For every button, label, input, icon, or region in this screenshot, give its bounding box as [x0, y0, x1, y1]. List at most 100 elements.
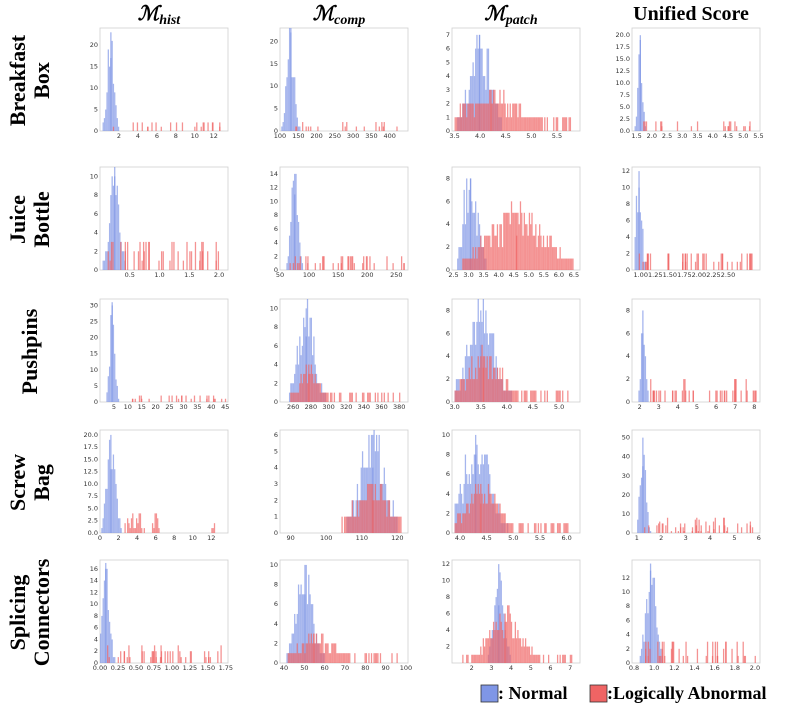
x-tick-label: 1.75: [219, 664, 233, 672]
abnormal-bar: [305, 364, 307, 402]
abnormal-bar: [338, 392, 341, 402]
abnormal-bar: [207, 251, 209, 270]
abnormal-bar: [464, 258, 467, 270]
abnormal-bar: [656, 525, 658, 533]
abnormal-bar: [386, 256, 388, 270]
abnormal-bar: [400, 256, 403, 270]
y-tick-label: 2: [274, 496, 278, 504]
abnormal-bar: [466, 654, 468, 663]
x-tick-label: 4: [136, 132, 140, 140]
x-tick-label: 0.8: [629, 664, 639, 672]
normal-bar: [454, 503, 456, 533]
x-tick-label: 400: [384, 132, 396, 140]
y-tick-label: 4: [446, 626, 450, 634]
abnormal-bar: [492, 224, 495, 270]
abnormal-bar: [305, 256, 307, 270]
abnormal-bar: [495, 103, 497, 131]
abnormal-bar: [317, 643, 319, 663]
abnormal-bar: [312, 373, 314, 402]
normal-bar: [303, 317, 305, 402]
abnormal-bar: [145, 241, 147, 270]
abnormal-bar: [355, 126, 358, 131]
abnormal-bar: [472, 247, 474, 270]
y-tick-label: 30: [622, 472, 630, 480]
normal-bar: [640, 648, 643, 663]
abnormal-bar: [215, 241, 217, 270]
abnormal-bar: [661, 523, 663, 533]
abnormal-bar: [374, 653, 376, 663]
abnormal-bar: [702, 253, 704, 270]
normal-bar: [112, 185, 115, 270]
abnormal-bar: [752, 390, 754, 402]
abnormal-bar: [536, 247, 538, 270]
abnormal-bar: [507, 212, 509, 270]
row-title: Juice: [5, 195, 30, 244]
abnormal-bar: [697, 253, 700, 270]
y-tick-label: 0: [446, 266, 450, 274]
abnormal-bar: [300, 653, 302, 663]
x-tick-label: 60: [321, 664, 329, 672]
abnormal-bar: [396, 653, 398, 663]
abnormal-bar: [172, 651, 174, 663]
abnormal-bar: [320, 392, 323, 402]
normal-bar: [305, 564, 307, 663]
abnormal-bar: [535, 390, 537, 402]
x-tick-label: 3: [684, 534, 688, 542]
abnormal-bar: [526, 117, 528, 131]
abnormal-bar: [338, 653, 341, 663]
normal-bar: [282, 122, 284, 131]
abnormal-bar: [491, 503, 493, 533]
abnormal-bar: [363, 392, 365, 402]
abnormal-bar: [346, 516, 348, 533]
abnormal-bar: [391, 516, 393, 533]
x-tick-label: 100: [400, 664, 412, 672]
x-tick-label: 6.0: [554, 271, 564, 279]
abnormal-bar: [472, 103, 474, 131]
abnormal-bar: [666, 517, 669, 533]
abnormal-bar: [665, 525, 667, 533]
abnormal-bar: [512, 103, 514, 131]
abnormal-bar: [381, 122, 383, 131]
abnormal-bar: [403, 263, 405, 270]
normal-bar: [648, 591, 650, 663]
abnormal-bar: [344, 126, 346, 131]
normal-bar: [643, 261, 645, 270]
x-tick-label: 6: [155, 132, 159, 140]
abnormal-bar: [751, 253, 753, 270]
abnormal-bar: [661, 121, 663, 131]
abnormal-bar: [560, 258, 563, 270]
x-tick-label: 6.0: [561, 534, 571, 542]
abnormal-bar: [694, 519, 697, 533]
abnormal-bar: [458, 117, 460, 131]
y-tick-label: 0: [274, 529, 278, 537]
abnormal-bar: [741, 253, 743, 270]
abnormal-bar: [363, 256, 365, 270]
y-tick-label: 12: [90, 588, 98, 596]
x-tick-label: 2.25: [706, 271, 720, 279]
x-tick-label: 100: [303, 271, 315, 279]
abnormal-bar: [504, 390, 506, 402]
abnormal-bar: [532, 390, 534, 402]
histogram-panel: 260 280 300 320 340 360 380 0 2 4 6 8 10: [270, 298, 409, 411]
abnormal-bar: [742, 641, 744, 663]
abnormal-bar: [468, 513, 470, 533]
abnormal-bar: [378, 500, 380, 533]
abnormal-bar: [725, 641, 727, 663]
x-tick-label: 4: [708, 534, 712, 542]
abnormal-bar: [507, 103, 509, 131]
abnormal-bar: [734, 390, 736, 402]
abnormal-bar: [313, 383, 315, 402]
row-title: Bottle: [29, 191, 54, 247]
abnormal-bar: [517, 630, 519, 663]
abnormal-bar: [209, 657, 212, 663]
normal-bar: [642, 437, 644, 533]
y-tick-label: 6: [94, 624, 98, 632]
abnormal-bar: [539, 117, 541, 131]
abnormal-bar: [381, 483, 383, 533]
abnormal-bar: [469, 379, 472, 402]
abnormal-bar: [500, 513, 502, 533]
abnormal-bar: [108, 657, 110, 663]
abnormal-bar: [545, 523, 547, 533]
abnormal-bar: [458, 513, 460, 533]
abnormal-bar: [482, 503, 484, 533]
